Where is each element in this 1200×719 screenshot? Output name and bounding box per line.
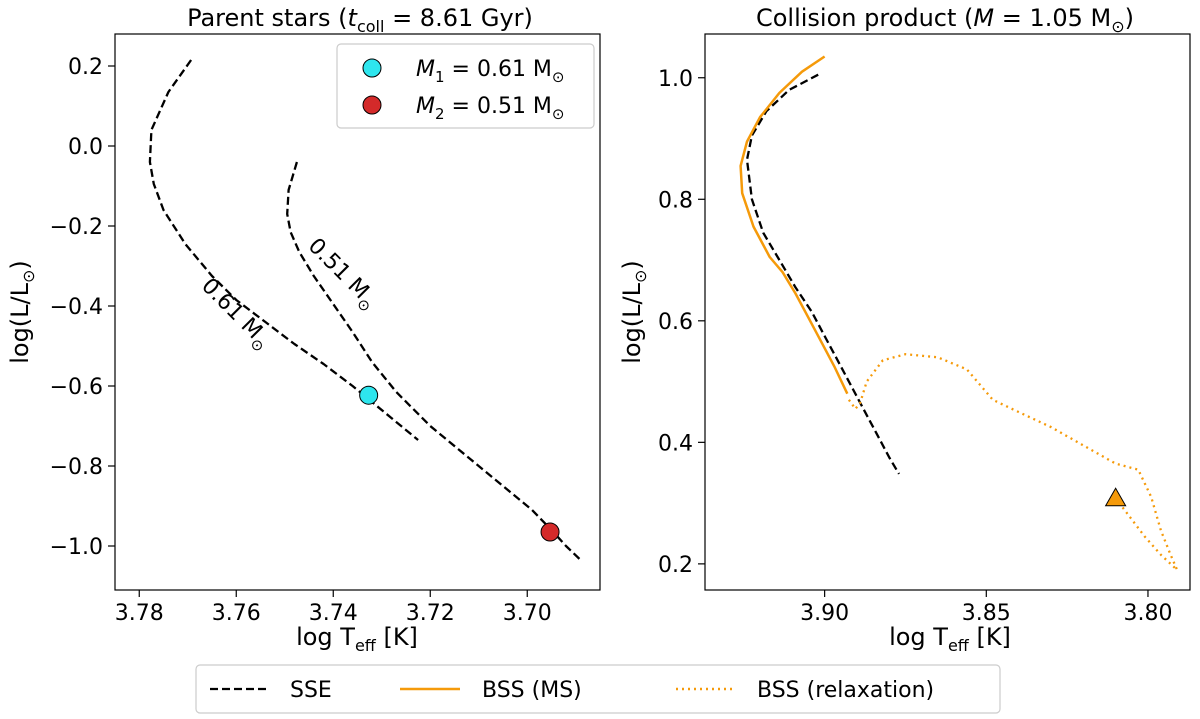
panel-right-y-axis: 1.0 0.8 0.6 0.4 0.2 [658,67,705,578]
legend-frame [336,43,595,129]
panel-right-title: Collision product (M = 1.05 M⊙) [756,4,1134,36]
y-tick-label: 0.2 [658,553,693,578]
y-tick-label: 1.0 [658,67,693,92]
panel-right-frame [704,33,1191,591]
series-line-bss-relaxation [847,353,1179,572]
panel-right-y-label: log(L/L⊙) [618,260,650,364]
y-tick-label: 0.4 [658,431,693,456]
panel-collision-product: Collision product (M = 1.05 M⊙) 3.90 3.85… [618,4,1191,655]
x-tick-label: 3.85 [962,601,1011,626]
x-tick-label: 3.76 [212,601,261,626]
series-line-bss-ms [739,55,849,395]
y-tick-label: 0.8 [658,188,693,213]
y-tick-label: −0.6 [50,375,103,400]
x-tick-label: 3.90 [800,601,849,626]
marker-m1 [359,385,379,405]
curve-label: 0.51 M⊙ [300,234,382,316]
panel-left-x-label: log Teff [K] [296,623,418,655]
panel-left-plot-area: 0.61 M⊙ 0.51 M⊙ [148,59,582,561]
legend-label-m1: M1 = 0.61 M⊙ [416,57,565,86]
x-tick-label: 3.80 [1123,601,1172,626]
series-line-sse [745,73,900,475]
legend-marker-m2 [362,95,382,115]
curve-label: 0.61 M⊙ [193,274,275,356]
panel-right-plot-area [739,55,1179,572]
legend-marker-m1 [362,58,382,78]
panel-parent-stars: Parent stars (tcoll = 8.61 Gyr) 0.61 M⊙0… [6,4,601,655]
marker-m2 [540,522,560,542]
y-tick-label: 0.6 [658,310,693,335]
panel-right-x-axis: 3.90 3.85 3.80 [800,590,1172,626]
legend-label-bss-ms: BSS (MS) [482,678,582,703]
panel-left-x-axis: 3.78 3.76 3.74 3.72 3.70 [115,590,552,626]
y-tick-label: −1.0 [50,535,103,560]
series-line-0-51-m-track [286,161,582,561]
panel-left-y-label: log(L/L⊙) [6,260,38,364]
y-tick-label: −0.4 [50,295,103,320]
x-tick-label: 3.78 [115,601,164,626]
bottom-legend: SSE BSS (MS) BSS (relaxation) [195,664,1001,714]
legend-label-m2: M2 = 0.51 M⊙ [416,94,565,123]
y-tick-label: 0.2 [68,55,103,80]
x-tick-label: 3.74 [309,601,358,626]
x-tick-label: 3.72 [406,601,455,626]
panel-left-legend: M1 = 0.61 M⊙ M2 = 0.51 M⊙ [336,43,595,129]
legend-label-bss-relaxation: BSS (relaxation) [757,678,934,703]
panel-left-y-axis: 0.2 0.0 −0.2 −0.4 −0.6 −0.8 −1.0 [50,55,115,560]
panel-right-x-label: log Teff [K] [889,623,1011,655]
y-tick-label: −0.2 [50,215,103,240]
y-tick-label: 0.0 [68,135,103,160]
marker-triangle [1104,487,1127,507]
panel-left-frame [114,33,601,591]
bottom-legend-frame [195,664,1001,714]
panel-left-title: Parent stars (tcoll = 8.61 Gyr) [187,4,533,36]
y-tick-label: −0.8 [50,455,103,480]
x-tick-label: 3.70 [503,601,552,626]
legend-label-sse: SSE [290,678,332,703]
